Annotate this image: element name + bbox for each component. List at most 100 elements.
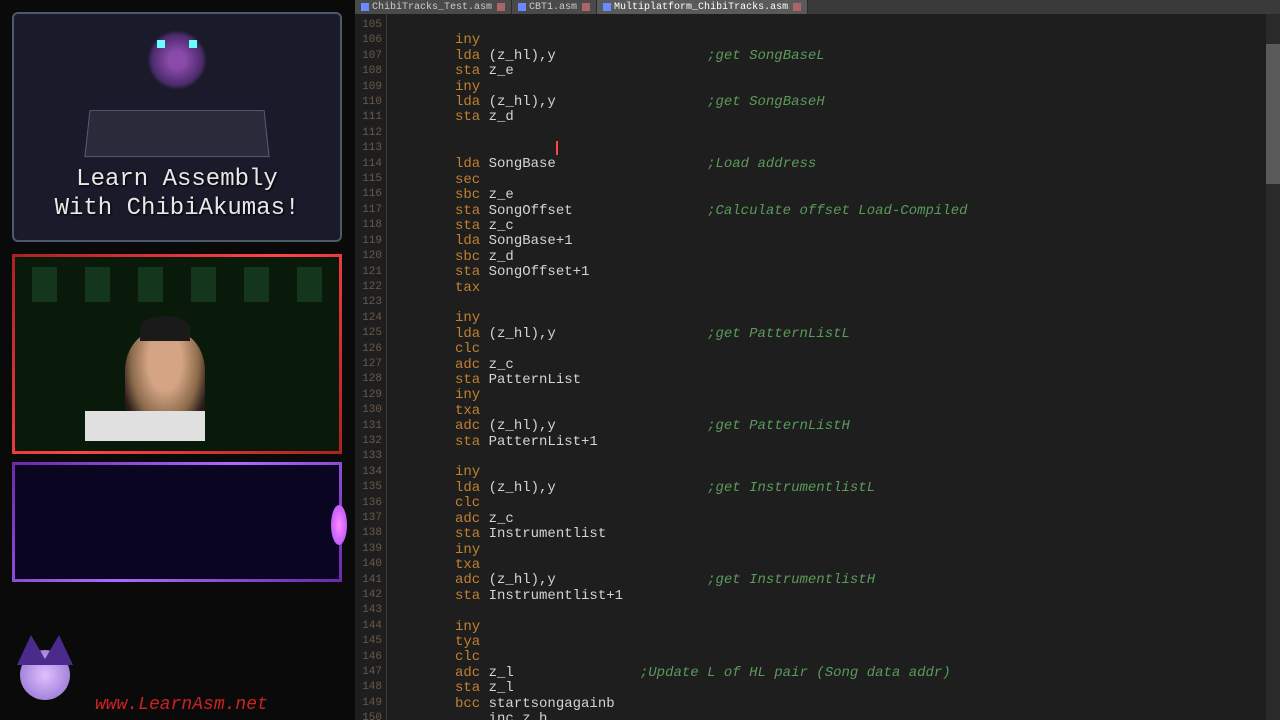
code-line: lda (z_hl),y ;get SongBaseL [455, 49, 1266, 64]
code-line [455, 126, 1266, 141]
code-line: sta Instrumentlist [455, 527, 1266, 542]
title-line1: Learn Assembly [76, 166, 278, 193]
scrollbar[interactable] [1266, 14, 1280, 720]
code-line [455, 141, 1266, 157]
logo-title: Learn Assembly With ChibiAkumas! [55, 166, 300, 224]
code-line [455, 296, 1266, 311]
line-number: 133 [355, 449, 382, 464]
text-cursor [556, 141, 558, 155]
line-gutter: 1051061071081091101111121131141151161171… [355, 14, 387, 720]
code-line: clc [455, 650, 1266, 665]
line-number: 132 [355, 434, 382, 449]
line-number: 140 [355, 557, 382, 572]
code-line: sta z_d [455, 110, 1266, 125]
chip-graphic [84, 110, 269, 157]
line-number: 121 [355, 265, 382, 280]
line-number: 146 [355, 650, 382, 665]
code-line: sec [455, 173, 1266, 188]
bottom-branding: www.LearnAsm.net [0, 640, 355, 720]
line-number: 135 [355, 480, 382, 495]
code-content[interactable]: inylda (z_hl),y ;get SongBaseLsta z_einy… [387, 14, 1266, 720]
code-line: iny [455, 620, 1266, 635]
code-line: iny [455, 33, 1266, 48]
line-number: 109 [355, 80, 382, 95]
close-icon[interactable] [497, 3, 505, 11]
line-number: 125 [355, 326, 382, 341]
line-number: 149 [355, 696, 382, 711]
mascot-sprite [147, 30, 207, 90]
line-number: 134 [355, 465, 382, 480]
code-line: sta z_e [455, 64, 1266, 79]
code-line: adc (z_hl),y ;get InstrumentlistH [455, 573, 1266, 588]
code-line: iny [455, 543, 1266, 558]
code-line [455, 450, 1266, 465]
code-line: lda (z_hl),y ;get InstrumentlistL [455, 481, 1266, 496]
code-line: lda SongBase ;Load address [455, 157, 1266, 172]
chat-panel [12, 462, 342, 582]
mascot-icon [0, 630, 100, 720]
screen-overlay [85, 411, 205, 441]
line-number: 141 [355, 573, 382, 588]
line-number: 110 [355, 95, 382, 110]
line-number: 136 [355, 496, 382, 511]
line-number: 129 [355, 388, 382, 403]
code-line: sbc z_e [455, 188, 1266, 203]
line-number: 115 [355, 172, 382, 187]
file-icon [518, 3, 526, 11]
code-line: clc [455, 342, 1266, 357]
stream-sidebar: LearnAsm.net Learn Assembly With ChibiAk… [0, 0, 355, 720]
line-number: 128 [355, 372, 382, 387]
tab-1[interactable]: CBT1.asm [512, 0, 597, 14]
line-number: 108 [355, 64, 382, 79]
line-number: 113 [355, 141, 382, 156]
code-line: txa [455, 404, 1266, 419]
line-number: 145 [355, 634, 382, 649]
code-line: iny [455, 388, 1266, 403]
line-number: 111 [355, 110, 382, 125]
code-line: bcc startsongagainb [455, 697, 1266, 712]
code-line [455, 18, 1266, 33]
code-line: lda (z_hl),y ;get PatternListL [455, 327, 1266, 342]
tab-label: CBT1.asm [529, 2, 577, 13]
line-number: 142 [355, 588, 382, 603]
line-number: 137 [355, 511, 382, 526]
code-line: iny [455, 465, 1266, 480]
line-number: 139 [355, 542, 382, 557]
line-number: 144 [355, 619, 382, 634]
code-line: adc (z_hl),y ;get PatternListH [455, 419, 1266, 434]
line-number: 114 [355, 157, 382, 172]
code-area: 1051061071081091101111121131141151161171… [355, 14, 1280, 720]
code-line: adc z_c [455, 358, 1266, 373]
code-line: sta PatternList+1 [455, 435, 1266, 450]
close-icon[interactable] [793, 3, 801, 11]
url-text: www.LearnAsm.net [95, 695, 268, 715]
logo-panel: LearnAsm.net Learn Assembly With ChibiAk… [12, 12, 342, 242]
tab-2[interactable]: Multiplatform_ChibiTracks.asm [597, 0, 808, 14]
line-number: 106 [355, 33, 382, 48]
code-line: iny [455, 80, 1266, 95]
line-number: 105 [355, 18, 382, 33]
code-line: sta SongOffset ;Calculate offset Load-Co… [455, 204, 1266, 219]
code-line [455, 604, 1266, 619]
scrollbar-thumb[interactable] [1266, 44, 1280, 184]
code-line: tya [455, 635, 1266, 650]
close-icon[interactable] [582, 3, 590, 11]
line-number: 124 [355, 311, 382, 326]
code-line: lda SongBase+1 [455, 234, 1266, 249]
line-number: 126 [355, 342, 382, 357]
code-line: sta PatternList [455, 373, 1266, 388]
tab-label: ChibiTracks_Test.asm [372, 2, 492, 13]
line-number: 147 [355, 665, 382, 680]
tab-0[interactable]: ChibiTracks_Test.asm [355, 0, 512, 14]
line-number: 118 [355, 218, 382, 233]
line-number: 122 [355, 280, 382, 295]
tab-bar: ChibiTracks_Test.asm CBT1.asm Multiplatfor… [355, 0, 1280, 14]
code-line: adc z_c [455, 512, 1266, 527]
line-number: 120 [355, 249, 382, 264]
code-line: txa [455, 558, 1266, 573]
file-icon [603, 3, 611, 11]
code-line: sta SongOffset+1 [455, 265, 1266, 280]
line-number: 107 [355, 49, 382, 64]
line-number: 119 [355, 234, 382, 249]
line-number: 130 [355, 403, 382, 418]
